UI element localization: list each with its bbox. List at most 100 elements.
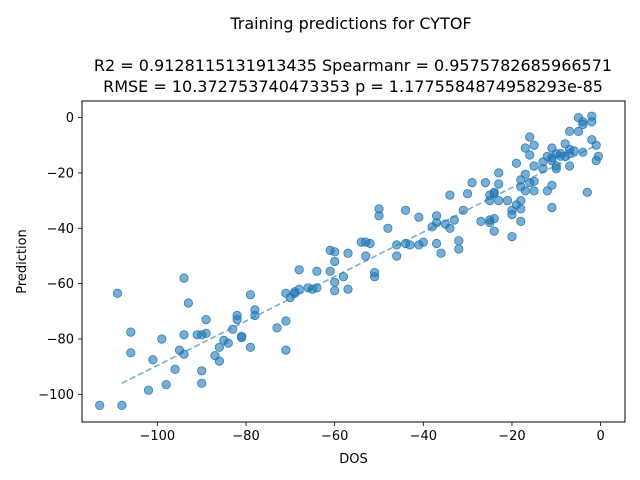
- scatter-point: [547, 202, 557, 213]
- scatter-point: [232, 310, 242, 321]
- scatter-point: [511, 158, 522, 168]
- scatter-point: [454, 244, 464, 254]
- x-tick-label: −20: [498, 429, 525, 444]
- scatter-point: [157, 334, 167, 344]
- y-axis-label: Prediction: [15, 229, 30, 294]
- scatter-point: [462, 189, 473, 199]
- scatter-point: [507, 209, 517, 220]
- scatter-point: [197, 378, 207, 388]
- scatter-point: [312, 266, 322, 276]
- y-tick-label: −100: [38, 388, 74, 403]
- scatter-point: [431, 238, 442, 249]
- x-tick-label: −100: [139, 429, 175, 444]
- scatter-point: [502, 196, 513, 206]
- x-tick-label: −80: [232, 429, 259, 444]
- scatter-point: [591, 140, 601, 150]
- scatter-point: [573, 126, 584, 136]
- scatter-point: [272, 323, 282, 333]
- scatter-point: [516, 204, 526, 214]
- scatter-point: [494, 196, 504, 206]
- scatter-point: [392, 251, 402, 261]
- scatter-point: [197, 366, 207, 376]
- scatter-point: [330, 285, 340, 296]
- scatter-point: [183, 298, 193, 308]
- stats-line-2: RMSE = 10.372753740473353 p = 1.17755848…: [103, 77, 603, 96]
- x-tick-label: 0: [596, 429, 604, 444]
- scatter-point: [529, 161, 539, 171]
- plot-area: [95, 111, 604, 410]
- scatter-point: [489, 226, 499, 236]
- scatter-point: [494, 179, 504, 189]
- scatter-point: [467, 178, 477, 188]
- scatter-point: [117, 400, 127, 410]
- scatter-point: [330, 277, 340, 287]
- scatter-point: [374, 211, 384, 221]
- x-tick-label: −60: [321, 429, 348, 444]
- scatter-point: [400, 205, 411, 215]
- scatter-point: [330, 256, 340, 267]
- scatter-point: [418, 237, 428, 247]
- chart-title: Training predictions for CYTOF: [229, 14, 471, 33]
- scatter-point: [343, 248, 353, 258]
- scatter-point: [507, 232, 517, 242]
- y-tick-label: 0: [66, 111, 74, 126]
- scatter-point: [201, 328, 211, 338]
- scatter-point: [95, 400, 105, 410]
- scatter-point: [516, 196, 526, 206]
- scatter-point: [564, 126, 575, 136]
- scatter-point: [529, 176, 539, 186]
- scatter-point: [201, 314, 211, 325]
- scatter-point: [414, 212, 424, 222]
- trend-line: [121, 144, 597, 384]
- scatter-point: [281, 345, 291, 355]
- scatter-point: [343, 284, 353, 294]
- scatter-point: [520, 169, 530, 179]
- scatter-point: [529, 140, 539, 150]
- scatter-point: [494, 168, 504, 178]
- scatter-point: [361, 251, 371, 261]
- scatter-point: [148, 355, 158, 365]
- scatter-point: [179, 330, 189, 340]
- scatter-point: [126, 327, 136, 337]
- scatter-point: [445, 190, 455, 200]
- scatter-point: [525, 132, 535, 142]
- scatter-point: [516, 216, 526, 226]
- scatter-point: [223, 338, 233, 348]
- x-tick-label: −40: [410, 429, 437, 444]
- axes-frame: [81, 100, 626, 423]
- scatter-point: [179, 273, 189, 283]
- scatter-point: [489, 214, 499, 224]
- scatter-point: [214, 342, 224, 352]
- scatter-point: [170, 364, 180, 374]
- scatter-point: [330, 247, 340, 257]
- scatter-point: [551, 164, 561, 174]
- scatter-point: [237, 332, 247, 343]
- scatter-point: [454, 236, 464, 246]
- scatter-point: [480, 178, 490, 188]
- scatter-point: [476, 216, 486, 226]
- y-tick-label: −80: [47, 332, 74, 347]
- scatter-point: [525, 150, 535, 160]
- stats-line-1: R2 = 0.9128115131913435 Spearmanr = 0.95…: [94, 56, 612, 75]
- y-tick-label: −60: [47, 277, 74, 292]
- scatter-point: [436, 248, 446, 258]
- scatter-point: [365, 238, 375, 249]
- x-axis-label: DOS: [339, 452, 368, 467]
- scatter-point: [593, 151, 604, 161]
- y-tick-label: −40: [47, 222, 74, 237]
- scatter-point: [578, 119, 588, 130]
- scatter-point: [245, 342, 255, 352]
- scatter-point: [547, 180, 557, 190]
- scatter-point: [245, 290, 255, 300]
- scatter-point: [281, 316, 291, 326]
- scatter-point: [587, 117, 597, 127]
- scatter-point: [445, 223, 455, 233]
- scatter-point: [294, 265, 304, 275]
- scatter-point: [520, 143, 530, 153]
- scatter-point: [529, 186, 539, 196]
- scatter-point: [569, 146, 579, 156]
- scatter-point: [325, 266, 335, 276]
- scatter-point: [214, 356, 224, 366]
